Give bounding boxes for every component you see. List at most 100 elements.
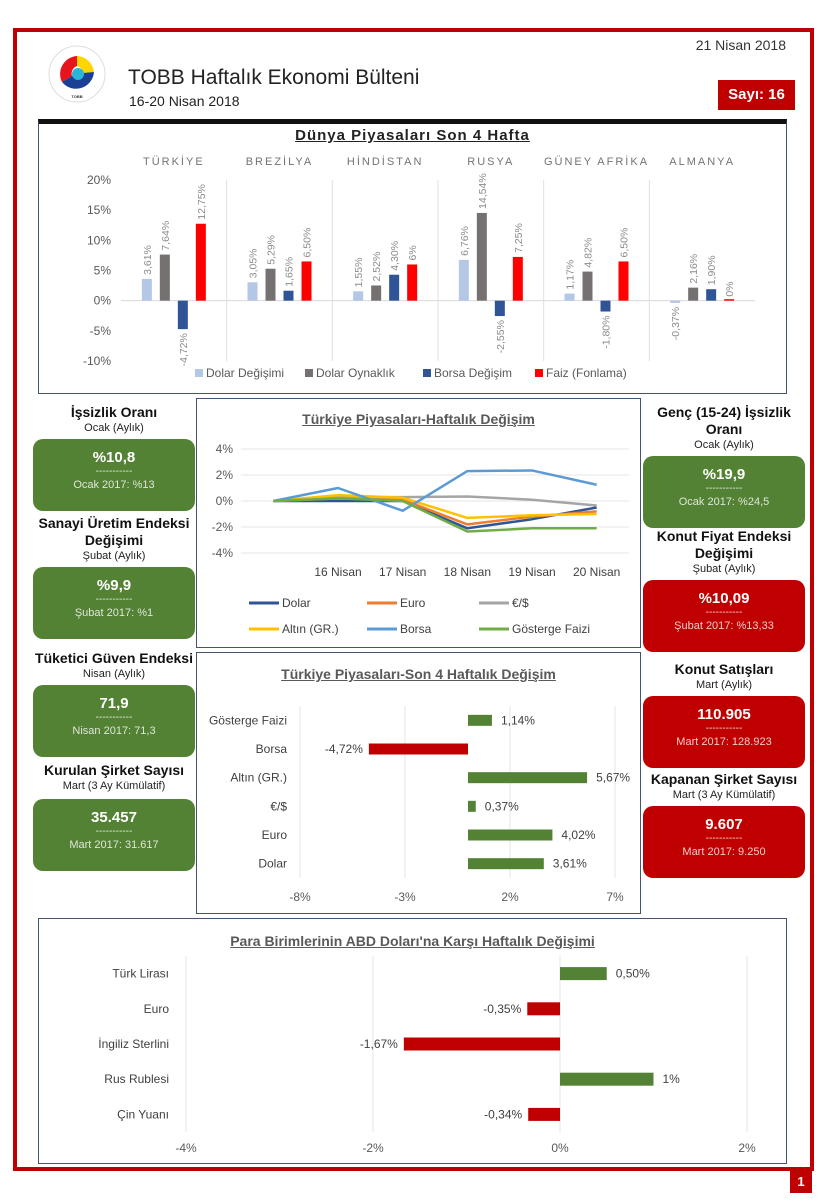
series-line: [273, 499, 597, 530]
bar: [468, 714, 492, 726]
bar: [527, 1002, 560, 1016]
data-label: 3,05%: [248, 248, 260, 278]
kpi-divider: -----------: [705, 833, 743, 844]
bar: [688, 287, 699, 301]
page-number: 1: [790, 1171, 812, 1193]
bar: [468, 800, 476, 812]
x-tick-label: 20 Nisan: [573, 565, 620, 579]
y-tick-label: 0%: [94, 294, 112, 308]
category-label: Rus Rublesi: [104, 1072, 169, 1086]
y-tick-label: -2%: [212, 520, 234, 534]
tobb-logo: TOBB: [48, 45, 106, 103]
bulletin-title: TOBB Haftalık Ekonomi Bülteni: [128, 66, 420, 89]
kpi-previous: Şubat 2017: %13,33: [674, 620, 774, 632]
turkey-weekly-plot: 4% 2% 0% -2% -4% 16 Nisan 17 Nisan 18 Nisan 19 N…: [212, 442, 629, 636]
legend-label: Dolar Değişimi: [206, 366, 284, 380]
x-tick-label: -8%: [289, 890, 311, 904]
x-tick-label: 7%: [606, 890, 624, 904]
kpi-previous: Mart 2017: 31.617: [69, 839, 159, 851]
kpi-title: Kapanan Şirket Sayısı: [650, 771, 798, 787]
data-label: 6,76%: [459, 226, 471, 256]
kpi-divider: -----------: [95, 594, 133, 605]
category-label: Altın (GR.): [230, 771, 287, 785]
category-label: RUSYA: [467, 156, 514, 168]
world-markets-chart: Dünya Piyasaları Son 4 Hafta 20% 15% 10% 5%…: [38, 119, 787, 394]
kpi-value: %10,8: [92, 449, 136, 466]
kpi-new-companies: Kurulan Şirket Sayısı Mart (3 Ay Kümülat…: [33, 762, 195, 871]
bar: [353, 291, 364, 301]
legend-swatch: [195, 369, 203, 377]
category-label: BREZİLYA: [246, 155, 314, 168]
bar: [670, 300, 681, 303]
data-label: 2,16%: [688, 254, 700, 284]
kpi-value: 9.607: [705, 816, 743, 833]
data-label: -0,34%: [484, 1107, 522, 1121]
chart-title: Türkiye Piyasaları-Haftalık Değişim: [302, 411, 535, 427]
category-label: Türk Lirası: [112, 967, 169, 981]
turkey-4week-plot: -8% -3% 2% 7% Gösterge Faizi 1,14% Borsa -4,72%…: [209, 706, 630, 904]
data-label: 3,61%: [142, 245, 154, 275]
kpi-period: Mart (Aylık): [695, 679, 753, 691]
bar: [301, 261, 312, 301]
bar: [458, 259, 469, 301]
bar: [618, 261, 629, 301]
bar: [560, 967, 607, 981]
x-tick-label: -2%: [362, 1141, 384, 1155]
legend-label: Faiz (Fonlama): [546, 366, 627, 380]
y-tick-label: -4%: [212, 546, 234, 560]
kpi-card: %10,8 ----------- Ocak 2017: %13: [33, 439, 195, 511]
kpi-previous: Mart 2017: 128.923: [676, 736, 772, 748]
bulletin-date: 21 Nisan 2018: [695, 37, 786, 53]
bar: [494, 300, 505, 317]
kpi-divider: -----------: [705, 483, 743, 494]
y-tick-label: 5%: [94, 264, 112, 278]
bar: [265, 268, 276, 301]
kpi-card: 110.905 ----------- Mart 2017: 128.923: [643, 696, 805, 768]
bar: [368, 743, 468, 755]
legend-label: €/$: [512, 596, 529, 610]
category-label: Borsa: [256, 742, 288, 756]
kpi-divider: -----------: [95, 712, 133, 723]
series-line: [273, 493, 597, 520]
data-label: 6,50%: [619, 228, 631, 258]
kpi-value: %9,9: [96, 577, 132, 594]
kpi-value: 110.905: [697, 706, 751, 723]
data-label: 5,29%: [266, 235, 278, 265]
x-tick-label: 2%: [738, 1141, 756, 1155]
data-label: 6%: [407, 245, 419, 260]
kpi-divider: -----------: [705, 607, 743, 618]
bar: [724, 299, 735, 301]
currency-vs-usd-plot: -4% -2% 0% 2% Türk Lirası 0,50% Euro -0,35% İngi…: [98, 956, 756, 1155]
turkey-4week-bar-chart: Türkiye Piyasaları-Son 4 Haftalık Değişi…: [196, 652, 641, 914]
kpi-unemployment: İşsizlik Oranı Ocak (Aylık) %10,8 ------…: [33, 404, 195, 511]
currency-vs-usd-chart: Para Birimlerinin ABD Doları'na Karşı Ha…: [38, 918, 787, 1164]
bar: [706, 289, 717, 301]
data-label: 1,65%: [284, 257, 296, 287]
data-label: 5,67%: [596, 771, 630, 785]
kpi-value: %10,09: [698, 590, 750, 607]
bar: [403, 1037, 560, 1051]
kpi-card: 71,9 ----------- Nisan 2017: 71,3: [33, 685, 195, 757]
kpi-consumer-confidence: Tüketici Güven Endeksi Nisan (Aylık) 71,…: [33, 650, 195, 757]
data-label: 0,37%: [485, 799, 519, 813]
data-label: 1,17%: [565, 260, 577, 290]
category-label: ALMANYA: [669, 156, 735, 168]
x-tick-label: 2%: [501, 890, 519, 904]
kpi-divider: -----------: [705, 723, 743, 734]
data-label: 1%: [663, 1072, 681, 1086]
bulletin-week: 16-20 Nisan 2018: [129, 93, 240, 109]
bar: [407, 264, 418, 301]
data-label: 1,90%: [706, 255, 718, 285]
legend-label: Dolar: [282, 596, 311, 610]
issue-badge: Sayı: 16: [718, 80, 795, 110]
data-label: 14,54%: [477, 173, 489, 209]
data-label: 12,75%: [196, 184, 208, 220]
category-label: TÜRKİYE: [143, 155, 205, 168]
tobb-logo-icon: TOBB: [48, 45, 106, 103]
data-label: 7,64%: [160, 221, 172, 251]
kpi-period: Nisan (Aylık): [82, 668, 146, 680]
kpi-card: 9.607 ----------- Mart 2017: 9.250: [643, 806, 805, 878]
bar: [468, 772, 588, 784]
data-label: -4,72%: [178, 333, 190, 366]
legend-label: Borsa: [400, 622, 432, 636]
